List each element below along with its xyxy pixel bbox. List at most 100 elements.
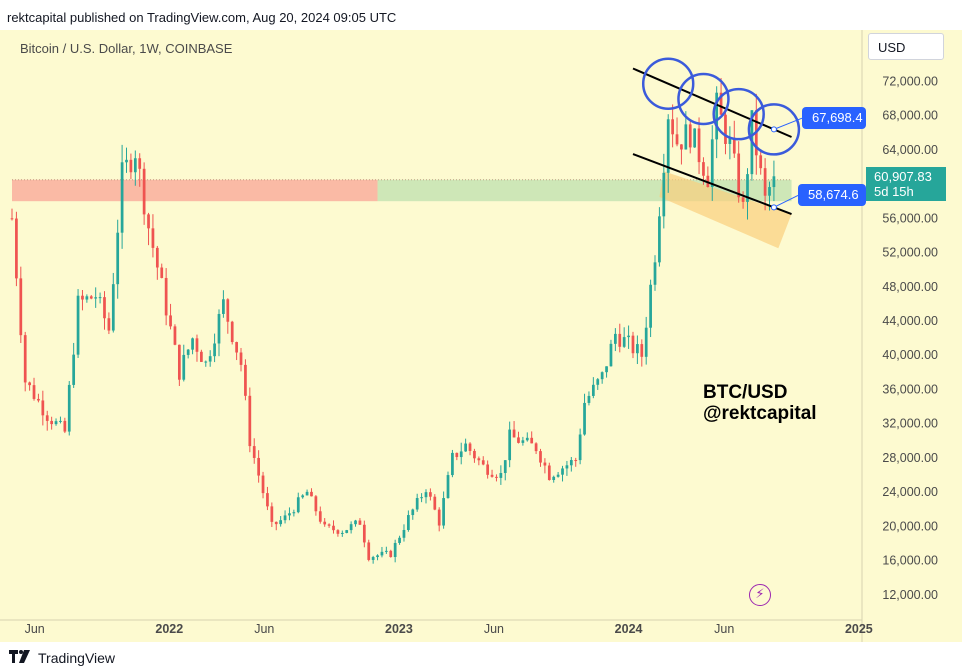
candle-body (715, 92, 719, 140)
candle-body (543, 462, 547, 466)
candle-body (239, 352, 243, 365)
candle-body (561, 468, 564, 475)
candle-body (644, 327, 648, 357)
price-label-connector (773, 117, 803, 130)
candle-body (142, 168, 146, 215)
candle-body (658, 216, 661, 263)
x-tick-label: 2024 (615, 622, 643, 636)
candle-body (125, 159, 128, 163)
candle-body (415, 498, 419, 510)
candle-body (261, 475, 265, 494)
y-tick-label: 44,000.00 (882, 314, 938, 328)
candle-body (728, 137, 732, 144)
candle-body (411, 509, 415, 516)
candle-body (76, 295, 80, 355)
candle-body (609, 343, 613, 367)
candle-body (45, 415, 49, 421)
footer: TradingView (0, 642, 962, 672)
candle-body (759, 155, 763, 169)
candle-body (614, 333, 617, 344)
candle-body (565, 465, 569, 469)
candle-body (72, 354, 76, 385)
candle-body (508, 429, 512, 461)
candle-body (477, 458, 481, 461)
channel-upper-line (632, 67, 792, 138)
price-axis-background (862, 30, 962, 642)
candle-body (213, 343, 216, 357)
candle-body (662, 172, 666, 217)
candle-body (464, 443, 467, 452)
candle-body (503, 460, 507, 474)
channel-lower-line (632, 153, 792, 215)
lightning-icon[interactable]: ⚡ (749, 584, 771, 606)
candle-body (151, 228, 155, 248)
candle-body (719, 92, 723, 115)
candle-body (133, 158, 137, 173)
price-label-anchor (770, 126, 777, 133)
candle-body (283, 515, 287, 521)
currency-button[interactable]: USD (868, 33, 944, 60)
y-tick-label: 64,000.00 (882, 143, 938, 157)
candle-body (574, 460, 578, 462)
candle-body (459, 451, 463, 458)
symbol-title: Bitcoin / U.S. Dollar, 1W, COINBASE (20, 41, 233, 56)
candle-body (680, 144, 683, 150)
annotation-symbol: BTC/USD (703, 382, 788, 403)
current-price-value: 60,907.83 (874, 169, 932, 185)
candle-body (684, 124, 688, 150)
candle-body (393, 542, 397, 558)
candle-body (85, 296, 89, 300)
candle-body (191, 338, 194, 350)
candle-body (371, 557, 375, 560)
highlight-circle (712, 87, 765, 141)
candle-body (332, 525, 335, 531)
candle-body (208, 356, 212, 362)
x-tick-label: Jun (484, 622, 504, 636)
y-tick-label: 72,000.00 (882, 74, 938, 88)
channel-fill (659, 171, 792, 249)
publish-header: rektcapital published on TradingView.com… (0, 0, 962, 30)
y-tick-label: 48,000.00 (882, 280, 938, 294)
candle-body (746, 174, 749, 202)
candle-body (481, 460, 485, 465)
upper-line-price-label: 67,698.4 (802, 107, 866, 130)
price-label-connector (773, 194, 799, 208)
candle-body (631, 335, 635, 354)
candle-body (235, 342, 238, 353)
candle-body (772, 176, 776, 188)
candle-body (517, 437, 520, 443)
candle-body (596, 379, 600, 385)
x-tick-label: 2025 (845, 622, 873, 636)
candle-body (89, 296, 93, 299)
candle-body (160, 267, 164, 278)
candle-body (292, 512, 296, 514)
chart-area[interactable]: 12,000.00 16,000.00 20,000.00 24,000.00 28,0… (0, 30, 962, 642)
candle-body (67, 384, 71, 432)
candle-body (618, 333, 622, 347)
candle-body (305, 491, 309, 496)
annotation-author: @rektcapital (703, 403, 817, 424)
candle-body (380, 551, 384, 556)
tradingview-logo-icon (9, 650, 30, 663)
x-tick-label: Jun (25, 622, 45, 636)
candle-body (37, 398, 40, 401)
candle-body (244, 364, 247, 396)
candle-body (354, 520, 357, 525)
candle-body (182, 354, 186, 380)
candle-body (605, 366, 608, 373)
candle-body (349, 524, 353, 531)
x-tick-label: Jun (254, 622, 274, 636)
candle-body (455, 452, 459, 458)
candle-body (420, 497, 423, 499)
candle-body (710, 139, 714, 187)
candle-body (702, 162, 705, 176)
y-tick-label: 28,000.00 (882, 451, 938, 465)
candle-body (578, 434, 582, 461)
candle-body (164, 277, 168, 316)
current-price-label: 60,907.83 5d 15h (866, 167, 946, 202)
candle-body (512, 429, 516, 438)
candle-body (28, 382, 31, 386)
chart-svg[interactable]: 12,000.00 16,000.00 20,000.00 24,000.00 28,0… (0, 30, 962, 642)
candle-body (653, 262, 657, 285)
candle-body (763, 168, 767, 196)
